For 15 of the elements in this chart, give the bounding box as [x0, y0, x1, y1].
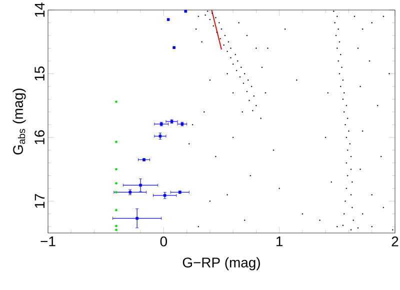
x-tick-label: 1 [276, 236, 283, 246]
x-axis-title: G−RP (mag) [182, 257, 260, 270]
x-tick-label: 0 [160, 236, 168, 246]
point [136, 216, 138, 220]
point [172, 46, 176, 49]
y-tick-label: 17 [34, 194, 44, 208]
y-tick-label: 16 [34, 130, 44, 144]
y-axis-title: G$_{abs}$ (mag) [12, 88, 26, 154]
point [166, 18, 170, 21]
x-tick-label: 2 [392, 236, 398, 246]
y-tick-label: 15 [34, 66, 44, 80]
y-tick-label: 14 [34, 2, 44, 17]
x-tick-label: −1 [40, 236, 56, 246]
point [184, 10, 188, 13]
point [139, 184, 142, 187]
